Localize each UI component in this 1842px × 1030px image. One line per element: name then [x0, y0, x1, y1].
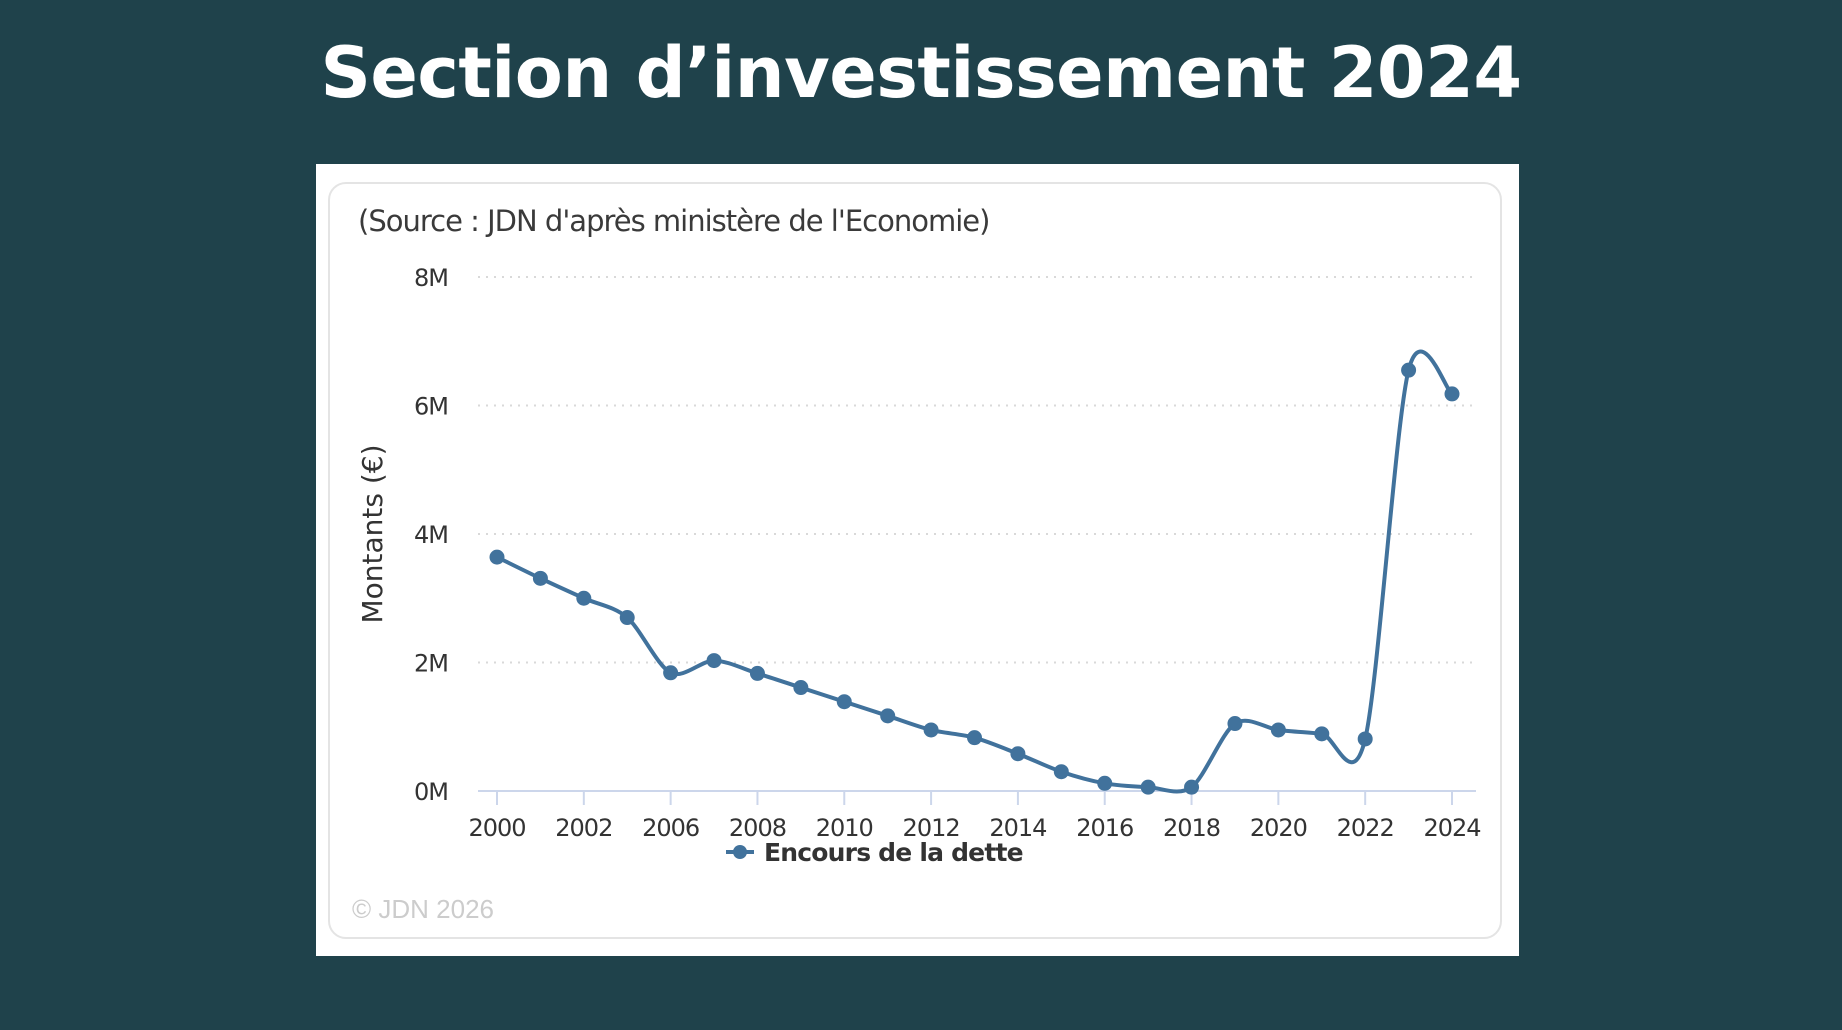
x-tick-label: 2018 — [1163, 814, 1220, 842]
data-point[interactable] — [489, 549, 505, 565]
data-point[interactable] — [1184, 779, 1200, 795]
x-tick-label: 2014 — [989, 814, 1046, 842]
data-point[interactable] — [923, 722, 939, 738]
data-point[interactable] — [836, 694, 852, 710]
data-point[interactable] — [619, 610, 635, 626]
y-tick-label: 8M — [414, 264, 448, 292]
data-point[interactable] — [793, 680, 809, 696]
legend-marker-icon — [733, 845, 747, 859]
chart-panel: (Source : JDN d'après ministère de l'Eco… — [316, 164, 1519, 956]
chart-card — [328, 182, 1502, 939]
x-tick-label: 2020 — [1250, 814, 1307, 842]
data-point[interactable] — [1010, 746, 1026, 762]
legend[interactable]: Encours de la dette — [726, 838, 1024, 867]
x-tick-label: 2010 — [816, 814, 873, 842]
series-encours-de-la-dette — [489, 349, 1460, 795]
data-point[interactable] — [1097, 775, 1113, 791]
x-tick-label: 2000 — [468, 814, 525, 842]
data-point[interactable] — [532, 570, 548, 586]
data-point[interactable] — [880, 708, 896, 724]
data-point[interactable] — [1053, 764, 1069, 780]
data-point[interactable] — [663, 665, 679, 681]
data-point[interactable] — [576, 590, 592, 606]
data-point[interactable] — [1227, 716, 1243, 732]
y-tick-label: 2M — [414, 650, 448, 678]
data-point[interactable] — [1314, 726, 1330, 742]
data-point[interactable] — [1270, 722, 1286, 738]
x-tick-label: 2016 — [1076, 814, 1133, 842]
slide-title: Section d’investissement 2024 — [320, 32, 1522, 114]
data-point[interactable] — [1444, 386, 1460, 402]
x-tick-label: 2022 — [1337, 814, 1394, 842]
x-tick-label: 2006 — [642, 814, 699, 842]
y-tick-label: 6M — [414, 393, 448, 421]
data-point[interactable] — [749, 665, 765, 681]
copyright-footer: © JDN 2026 — [352, 894, 494, 924]
legend-label: Encours de la dette — [764, 838, 1023, 867]
data-point[interactable] — [1140, 779, 1156, 795]
chart-source-note: (Source : JDN d'après ministère de l'Eco… — [358, 204, 990, 238]
y-tick-label: 0M — [414, 778, 448, 806]
data-point[interactable] — [1401, 362, 1417, 378]
y-tick-label: 4M — [414, 521, 448, 549]
data-point[interactable] — [967, 730, 982, 746]
data-point[interactable] — [1357, 731, 1373, 747]
x-tick-label: 2008 — [729, 814, 786, 842]
y-axis-title: Montants (€) — [356, 444, 389, 623]
x-tick-label: 2002 — [555, 814, 612, 842]
x-tick-label: 2024 — [1423, 814, 1480, 842]
y-axis-ticks: 0M 2M 4M 6M 8M — [414, 264, 449, 806]
data-point[interactable] — [706, 653, 722, 669]
x-tick-label: 2012 — [903, 814, 960, 842]
x-axis: 2000 2002 2006 2008 2010 2012 2014 2016 2018 2020… — [468, 790, 1482, 842]
gridlines — [478, 276, 1476, 664]
series-line — [496, 349, 1454, 794]
